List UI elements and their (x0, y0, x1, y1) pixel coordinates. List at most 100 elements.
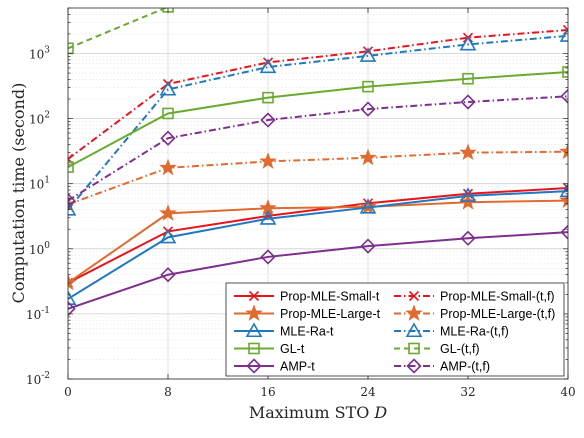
data-point (68, 273, 77, 291)
series-10 (68, 88, 568, 209)
legend-item: Prop-MLE-Large-(t,f) (394, 304, 555, 321)
series-line (68, 28, 568, 160)
series-line (68, 186, 568, 284)
y-tick-label: 10-1 (26, 306, 50, 322)
data-point (359, 47, 377, 62)
y-tick-base: 10 (26, 308, 41, 322)
data-point (260, 112, 276, 128)
y-tick-exponent: 3 (44, 46, 50, 56)
x-tick-label: 0 (64, 385, 72, 399)
legend-label: GL-(t,f) (440, 342, 480, 356)
data-point (260, 249, 276, 265)
series-line (68, 231, 568, 310)
y-tick-base: 10 (29, 113, 44, 127)
y-tick-base: 10 (29, 178, 44, 192)
legend-item: MLE-Ra-t (234, 322, 334, 339)
y-tick-exponent: 0 (44, 241, 50, 251)
legend-marker (245, 322, 263, 338)
data-point (262, 91, 274, 104)
data-point (559, 27, 568, 42)
x-tick-label: 16 (260, 385, 275, 399)
series-6 (68, 27, 568, 216)
y-tick-exponent: 1 (44, 176, 50, 186)
legend-marker (248, 342, 260, 355)
legend-label: AMP-t (280, 360, 315, 374)
data-point (360, 238, 376, 254)
y-tick-label: 103 (29, 46, 50, 62)
y-tick-base: 10 (29, 243, 44, 257)
data-point (159, 204, 177, 221)
data-point (160, 267, 176, 283)
y-tick-label: 102 (29, 111, 50, 127)
legend: Prop-MLE-Small-t Prop-MLE-Small-(t,f) Prop… (225, 282, 565, 377)
data-point (259, 210, 277, 225)
legend-label: MLE-Ra-(t,f) (440, 325, 509, 339)
data-point (359, 198, 377, 214)
data-point (459, 35, 477, 51)
data-point (562, 66, 568, 78)
legend-label: AMP-(t,f) (440, 360, 490, 374)
series-line (68, 150, 568, 206)
y-tick-exponent: -2 (41, 371, 50, 381)
legend-item: GL-t (234, 342, 305, 356)
series-line (68, 70, 568, 168)
data-point (68, 301, 76, 317)
legend-label: Prop-MLE-Large-t (280, 307, 381, 321)
axis-ticks (67, 7, 569, 380)
legend-label: MLE-Ra-t (280, 325, 334, 339)
legend-item: Prop-MLE-Small-(t,f) (394, 290, 555, 304)
legend-marker (245, 304, 263, 321)
data-point (159, 228, 177, 244)
data-point (68, 200, 77, 216)
series-line (68, 199, 568, 284)
x-axis-title: Maximum STO D (249, 403, 388, 422)
legend-item: GL-(t,f) (394, 342, 480, 356)
series-group (68, 8, 568, 317)
data-point (560, 88, 568, 104)
data-point (259, 58, 277, 74)
data-point (359, 197, 377, 215)
y-tick-label: 101 (29, 176, 50, 192)
series-line (68, 34, 568, 211)
legend-item: Prop-MLE-Small-t (234, 290, 380, 304)
legend-marker (248, 290, 260, 302)
x-axis-title-text: Maximum STO (249, 403, 370, 422)
series-5 (68, 182, 568, 305)
data-point (460, 230, 476, 246)
data-point (162, 107, 174, 120)
y-tick-exponent: 2 (44, 111, 50, 121)
legend-item: AMP-(t,f) (394, 358, 490, 374)
legend-item: MLE-Ra-(t,f) (394, 322, 509, 339)
y-tick-label: 10-2 (26, 371, 50, 387)
x-tick-label: 32 (460, 385, 475, 399)
y-tick-exponent: -1 (41, 306, 50, 316)
data-point (159, 80, 177, 96)
data-point (68, 42, 74, 55)
data-point (460, 94, 476, 110)
data-point (68, 192, 76, 209)
legend-item: AMP-t (234, 358, 315, 374)
legend-box (225, 282, 565, 377)
legend-marker (408, 290, 420, 302)
data-point (362, 80, 374, 93)
data-point (459, 143, 477, 161)
series-line (68, 95, 568, 202)
x-tick-label: 40 (560, 385, 575, 399)
legend-label: Prop-MLE-Small-t (280, 290, 380, 304)
data-point (68, 290, 77, 305)
series-9 (68, 224, 568, 317)
legend-marker (408, 342, 420, 355)
x-axis-title-variable: D (373, 403, 387, 422)
legend-label: Prop-MLE-Small-(t,f) (440, 290, 555, 304)
data-point (359, 148, 377, 166)
data-point (462, 72, 474, 85)
data-point (160, 130, 176, 146)
legend-marker (406, 358, 422, 374)
x-tick-label: 8 (164, 385, 172, 399)
x-tick-label: 24 (360, 385, 376, 399)
data-point (159, 158, 177, 176)
legend-label: Prop-MLE-Large-(t,f) (440, 307, 555, 321)
series-line (68, 8, 168, 50)
